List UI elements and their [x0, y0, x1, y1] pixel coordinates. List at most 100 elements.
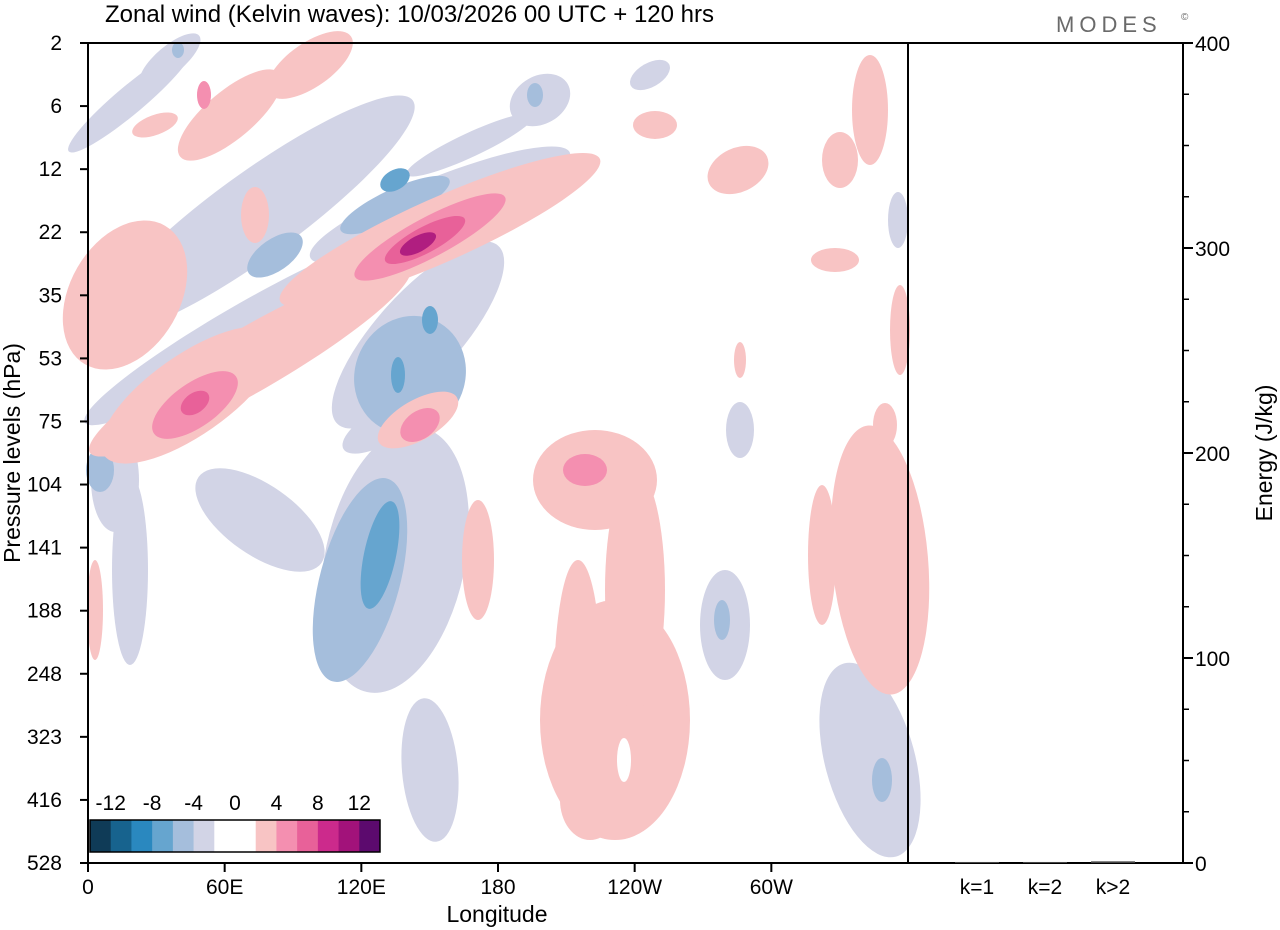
colorbar-label-4: 4 [271, 792, 283, 815]
contour-blob-13 [401, 698, 459, 842]
energy-tick-label-4: 400 [1195, 33, 1230, 56]
colorbar-swatch-0 [90, 820, 112, 852]
pressure-tick-label-2: 12 [39, 158, 62, 181]
contour-blob-35 [62, 220, 188, 370]
longitude-tick-label-5: 60W [750, 876, 793, 899]
contour-blob-56 [890, 285, 910, 375]
contour-blob-48 [707, 145, 769, 195]
colorbar-swatch-7 [235, 820, 257, 852]
longitude-tick-label-2: 120E [337, 876, 386, 899]
pressure-axis: 2 6 12 22 35 53 75 104 141 188 248 323 416 528 [27, 32, 88, 875]
colorbar-frame [89, 819, 381, 853]
contour-blob-45 [560, 760, 620, 840]
pressure-tick-label-12: 416 [27, 789, 62, 812]
contour-blob-16 [726, 402, 754, 458]
contour-blob-59 [132, 112, 178, 138]
contour-blob-55 [873, 403, 897, 447]
colorbar-swatch-13 [359, 820, 381, 852]
contour-blob-10 [630, 59, 670, 91]
pressure-tick-label-1: 6 [50, 95, 62, 118]
contour-blob-53 [808, 485, 836, 625]
brand-logo-mark: © [1181, 12, 1189, 23]
colorbar-label-5: 8 [312, 792, 324, 815]
contour-blob-39 [497, 164, 593, 206]
energy-tick-label-3: 300 [1195, 238, 1230, 261]
contour-blob-27 [527, 83, 543, 107]
pressure-tick-label-9: 188 [27, 600, 62, 623]
pressure-tick-label-3: 22 [39, 221, 62, 244]
energy-bar-0 [955, 861, 999, 863]
energy-tick-label-2: 200 [1195, 443, 1230, 466]
pressure-tick-label-13: 528 [27, 852, 62, 875]
contour-blob-3 [139, 33, 201, 87]
pressure-tick-label-10: 248 [27, 663, 62, 686]
energy-bars: k=1 k=2 k>2 [955, 861, 1135, 899]
contour-blob-28 [172, 42, 184, 58]
energy-category-label-0: k=1 [960, 876, 994, 899]
contour-blob-65 [563, 454, 607, 486]
contour-blob-12 [819, 662, 921, 858]
longitude-tick-label-0: 0 [82, 876, 94, 899]
colorbar-swatch-6 [214, 820, 236, 852]
pressure-tick-label-0: 2 [50, 32, 62, 55]
contour-blob-49 [822, 132, 858, 188]
energy-tick-label-1: 100 [1195, 648, 1230, 671]
energy-tick-label-0: 0 [1195, 853, 1207, 876]
pressure-tick-label-4: 35 [39, 284, 62, 307]
contour-blob-29 [360, 501, 400, 609]
colorbar-swatch-1 [110, 820, 132, 852]
contour-blob-8 [406, 113, 534, 177]
colorbar-swatch-2 [131, 820, 153, 852]
colorbar-label-1: -8 [143, 792, 162, 815]
colorbar-swatch-8 [255, 820, 277, 852]
contour-blob-47 [87, 560, 103, 660]
contour-blob-32 [391, 357, 405, 393]
contour-blob-23 [247, 232, 303, 278]
longitude-tick-label-1: 60E [206, 876, 243, 899]
contour-blob-38 [267, 31, 353, 99]
colorbar-swatch-3 [152, 820, 174, 852]
chart-title: Zonal wind (Kelvin waves): 10/03/2026 00… [105, 1, 714, 28]
energy-bar-1 [1023, 861, 1067, 863]
contour-blob-68 [180, 390, 210, 416]
pressure-tick-label-5: 53 [39, 347, 62, 370]
longitude-axis: 0 60E 120E 180 120W 60W [82, 863, 793, 899]
contour-blob-64 [400, 407, 440, 443]
energy-category-label-1: k=2 [1028, 876, 1062, 899]
pressure-tick-label-6: 75 [39, 410, 62, 433]
contour-blob-37 [177, 69, 283, 161]
colorbar-swatch-11 [317, 820, 340, 852]
longitude-tick-label-3: 180 [480, 876, 515, 899]
contour-blob-54 [734, 342, 746, 378]
contour-blob-43 [605, 470, 665, 710]
contour-blob-17 [888, 192, 908, 248]
energy-axis: 0 100 200 300 400 [1183, 33, 1230, 876]
contour-blob-25 [714, 600, 730, 640]
contour-blob-51 [811, 248, 859, 272]
contour-blob-69 [399, 232, 437, 256]
colorbar-swatch-9 [276, 820, 298, 852]
contour-blob-57 [633, 111, 677, 139]
pressure-tick-label-8: 141 [27, 537, 62, 560]
energy-axis-label: Energy (J/kg) [1251, 385, 1277, 522]
contour-blob-58 [241, 187, 269, 243]
contour-blob-46 [462, 500, 494, 620]
contour-field [62, 31, 930, 858]
contour-blob-24 [86, 448, 114, 492]
colorbar-label-2: -4 [184, 792, 203, 815]
x-axis-label: Longitude [446, 901, 547, 927]
energy-bar-2 [1091, 861, 1135, 863]
pressure-tick-label-11: 323 [27, 726, 62, 749]
contour-blob-50 [852, 55, 888, 165]
colorbar-swatch-5 [193, 820, 215, 852]
contour-blob-6 [195, 468, 325, 572]
energy-category-label-2: k>2 [1096, 876, 1130, 899]
colorbar: -12 -8 -4 0 4 8 12 [89, 792, 381, 853]
contour-blob-52 [830, 425, 930, 695]
contour-blob-60 [332, 261, 344, 309]
contour-blob-31 [422, 306, 438, 334]
contour-blob-66 [197, 81, 211, 109]
pressure-tick-label-7: 104 [27, 474, 62, 497]
contour-blob-26 [872, 758, 892, 802]
